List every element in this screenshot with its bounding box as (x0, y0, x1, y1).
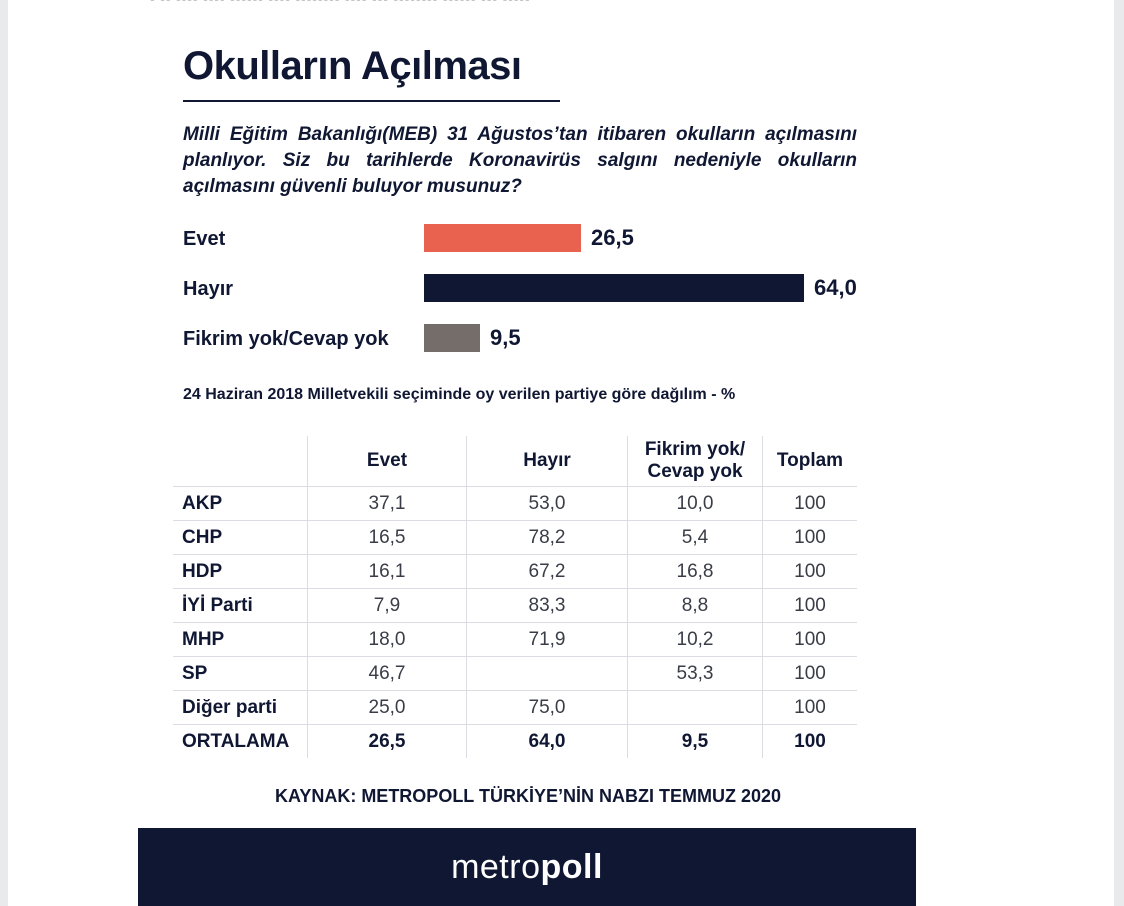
cell-evet: 18,0 (307, 622, 467, 657)
table-row: CHP 16,5 78,2 5,4 100 (173, 520, 857, 555)
table-title: 24 Haziran 2018 Milletvekili seçiminde o… (183, 386, 736, 403)
source-note: KAYNAK: METROPOLL TÜRKİYE’NİN NABZI TEMM… (274, 786, 782, 806)
survey-question: Milli Eğitim Bakanlığı(MEB) 31 Ağustos’t… (183, 124, 857, 197)
cell-toplam: 100 (762, 622, 857, 657)
table-header-party (173, 436, 308, 487)
bar-evet (424, 224, 581, 252)
cell-hayir: 71,9 (466, 622, 628, 657)
cell-fikrim: 53,3 (627, 656, 763, 691)
logo-light-part: metro (451, 848, 541, 886)
cell-evet: 37,1 (307, 486, 467, 521)
cell-toplam: 100 (762, 486, 857, 521)
table-row: İYİ Parti 7,9 83,3 8,8 100 (173, 588, 857, 623)
cell-hayir: 75,0 (466, 690, 628, 725)
cell-party: ORTALAMA (173, 724, 308, 758)
cropped-text-line: ▪ ▪▪ ▪▪▪▪ ▪▪▪▪ ▪▪▪▪▪▪ ▪▪▪▪ ▪▪▪▪▪▪▪▪ ▪▪▪▪… (150, 0, 790, 5)
table-header-fikrim: Fikrim yok/ Cevap yok (627, 436, 763, 487)
footer-banner: metropoll (138, 828, 916, 906)
cell-fikrim (627, 690, 763, 725)
page-title: Okulların Açılması (183, 44, 522, 88)
cell-evet: 25,0 (307, 690, 467, 725)
metropoll-logo: metropoll (138, 828, 916, 906)
table-row: SP 46,7 53,3 100 (173, 656, 857, 691)
bar-label-evet: Evet (183, 228, 226, 250)
cell-toplam: 100 (762, 588, 857, 623)
table-row: HDP 16,1 67,2 16,8 100 (173, 554, 857, 589)
bar-label-fikrim: Fikrim yok/Cevap yok (183, 328, 389, 350)
table-row-average: ORTALAMA 26,5 64,0 9,5 100 (173, 724, 857, 758)
cell-fikrim: 5,4 (627, 520, 763, 555)
cell-fikrim: 10,2 (627, 622, 763, 657)
cell-party: AKP (173, 486, 308, 521)
cell-evet: 46,7 (307, 656, 467, 691)
cell-toplam: 100 (762, 520, 857, 555)
table-header-evet: Evet (307, 436, 467, 487)
cell-hayir: 83,3 (466, 588, 628, 623)
table-header-toplam: Toplam (762, 436, 857, 487)
cell-fikrim: 10,0 (627, 486, 763, 521)
table-header-hayir: Hayır (466, 436, 628, 487)
cell-evet: 16,5 (307, 520, 467, 555)
cell-hayir: 64,0 (466, 724, 628, 758)
cell-party: MHP (173, 622, 308, 657)
table-row: AKP 37,1 53,0 10,0 100 (173, 486, 857, 521)
cell-toplam: 100 (762, 656, 857, 691)
table-row: Diğer parti 25,0 75,0 100 (173, 690, 857, 725)
cell-hayir: 67,2 (466, 554, 628, 589)
cell-toplam: 100 (762, 554, 857, 589)
table-row: MHP 18,0 71,9 10,2 100 (173, 622, 857, 657)
cell-toplam: 100 (762, 690, 857, 725)
cell-hayir: 78,2 (466, 520, 628, 555)
bar-label-hayir: Hayır (183, 278, 234, 300)
cell-evet: 16,1 (307, 554, 467, 589)
bar-hayir (424, 274, 804, 302)
cell-party: CHP (173, 520, 308, 555)
cell-party: SP (173, 656, 308, 691)
bar-value-fikrim: 9,5 (490, 325, 521, 350)
cell-party: İYİ Parti (173, 588, 308, 623)
cell-fikrim: 8,8 (627, 588, 763, 623)
cell-party: HDP (173, 554, 308, 589)
bar-value-evet: 26,5 (591, 225, 634, 250)
bar-fikrim (424, 324, 480, 352)
distribution-table: Evet Hayır Fikrim yok/ Cevap yok Toplam … (173, 436, 857, 758)
logo-bold-part: poll (540, 848, 603, 886)
title-underline (183, 100, 560, 102)
cell-evet: 7,9 (307, 588, 467, 623)
table-header-row: Evet Hayır Fikrim yok/ Cevap yok Toplam (173, 436, 857, 487)
cell-hayir: 53,0 (466, 486, 628, 521)
cell-party: Diğer parti (173, 690, 308, 725)
cell-fikrim: 16,8 (627, 554, 763, 589)
cell-hayir (466, 656, 628, 691)
cell-evet: 26,5 (307, 724, 467, 758)
cell-toplam: 100 (794, 730, 826, 752)
bar-value-hayir: 64,0 (814, 275, 857, 300)
cell-fikrim: 9,5 (627, 724, 763, 758)
